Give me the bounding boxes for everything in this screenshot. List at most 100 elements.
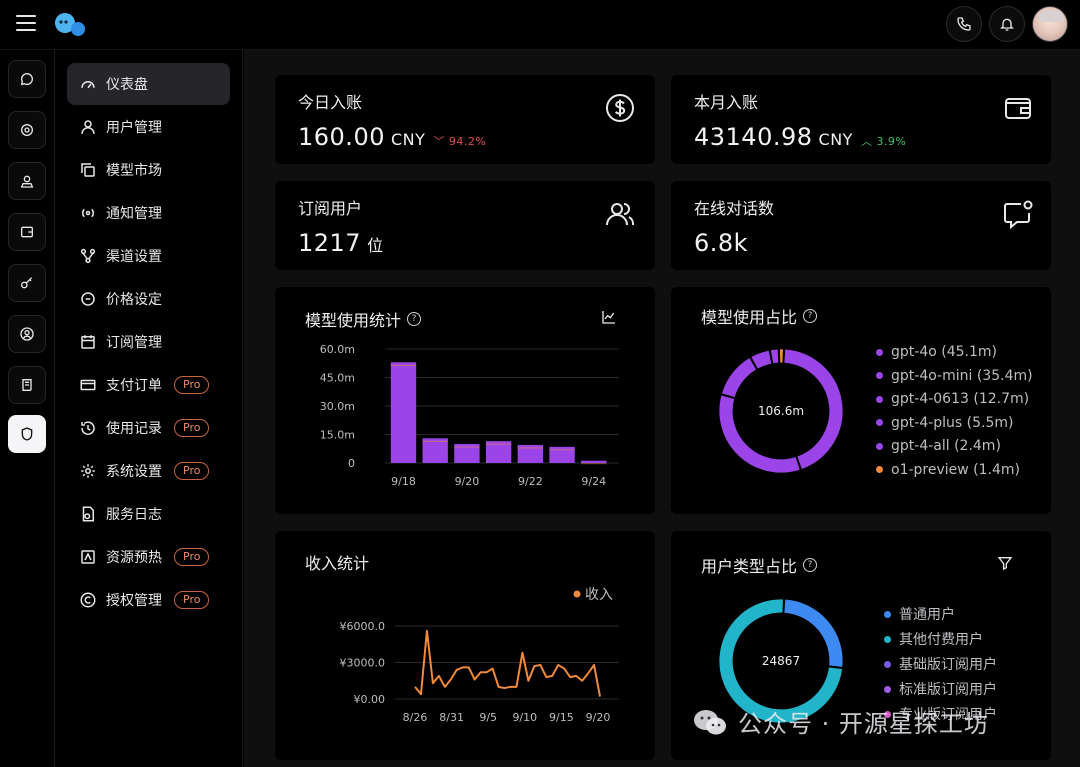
nav-item-usage-log[interactable]: 使用记录 Pro (67, 407, 230, 449)
legend-dot (876, 348, 883, 356)
rail-wallet-button[interactable] (8, 213, 46, 251)
x-tick-label: 9/20 (455, 475, 480, 488)
bar[interactable] (517, 444, 544, 463)
bar[interactable] (454, 444, 480, 463)
legend-dot (876, 442, 883, 450)
legend-label: 其他付费用户 (899, 632, 983, 648)
user-type-card: 用户类型占比 ? 24867 普通用户其他付费用户基础版订阅用户 标准版订阅用户专… (671, 531, 1051, 760)
nav-item-label: 模型市场 (106, 163, 162, 179)
nav-item-subscriptions[interactable]: 订阅管理 (67, 321, 230, 363)
help-icon[interactable]: ? (803, 309, 818, 323)
x-tick-label: 9/20 (586, 711, 611, 724)
nav-item-channels[interactable]: 渠道设置 (67, 235, 230, 277)
legend-label: gpt-4o (45.1m) (891, 344, 997, 360)
bar[interactable] (485, 441, 512, 463)
stat-title: 本月入账 (694, 93, 759, 112)
card-title-text: 模型使用统计 (305, 311, 402, 330)
nav-item-label: 服务日志 (106, 507, 162, 523)
nav-item-system-settings[interactable]: 系统设置 Pro (67, 450, 230, 492)
legend-label: o1-preview (1.4m) (891, 461, 1020, 478)
rail-shield-button[interactable] (8, 415, 46, 453)
legend-label: 专业版订阅用户 (899, 707, 997, 723)
rail-key-button[interactable] (8, 264, 46, 302)
legend-dot (884, 660, 891, 668)
bar[interactable] (390, 362, 417, 463)
rail-chat-button[interactable] (8, 60, 46, 98)
help-icon[interactable]: ? (803, 558, 818, 572)
donut-slice[interactable] (779, 348, 784, 364)
bar[interactable] (549, 446, 575, 463)
legend-item[interactable]: 其他付费用户 (884, 629, 983, 649)
legend-dot (876, 419, 883, 426)
nav-item-users[interactable]: 用户管理 (67, 106, 230, 148)
donut-slice[interactable] (718, 394, 801, 474)
watermark: 公众号 · 开源星探工坊 (692, 704, 989, 739)
card-icon (78, 375, 98, 395)
nav-item-dashboard[interactable]: 仪表盘 (67, 63, 230, 105)
nav-item-label: 使用记录 (106, 421, 162, 437)
donut-slice[interactable] (783, 348, 844, 470)
x-tick-label: 9/15 (549, 711, 574, 724)
legend-item[interactable]: gpt-4-plus (5.5m) (876, 415, 1014, 431)
nav-item-service-log[interactable]: 服务日志 (67, 493, 230, 535)
legend-dot (884, 685, 891, 693)
rail-settings-button[interactable] (8, 111, 46, 149)
bar[interactable] (422, 438, 448, 463)
phone-button[interactable] (946, 6, 982, 42)
stat-value: 43140.98 CNY ︿ 3.9% (694, 123, 906, 151)
user-avatar[interactable] (1032, 6, 1068, 42)
legend-item[interactable]: 普通用户 (884, 604, 955, 624)
legend-label: gpt-4-plus (5.5m) (891, 414, 1014, 431)
donut-center-label: 106.6m (758, 404, 804, 418)
history-icon (78, 418, 98, 438)
nav-item-license[interactable]: 授权管理 Pro (67, 579, 230, 621)
phone-icon (957, 17, 971, 31)
legend-item[interactable]: 标准版订阅用户 (884, 679, 997, 699)
pro-badge: Pro (174, 462, 210, 480)
card-title-text: 用户类型占比 (701, 557, 798, 576)
rail-user-button[interactable] (8, 162, 46, 200)
legend-item[interactable]: gpt-4-0613 (12.7m) (876, 391, 1029, 407)
rail-profile-button[interactable] (8, 315, 46, 353)
model-usage-bar-chart: 0 15.0m 30.0m 45.0m 60.0m 9/18 9/20 9/22 9/24 (320, 343, 619, 488)
donut-slice[interactable] (750, 349, 773, 370)
donut-slice[interactable] (783, 598, 844, 668)
legend-dot (876, 372, 883, 379)
nav-item-pricing[interactable]: 价格设定 (67, 278, 230, 320)
gauge-icon (78, 74, 98, 94)
nav-item-label: 用户管理 (106, 120, 162, 136)
bar[interactable] (581, 460, 607, 463)
line-chart-icon[interactable] (601, 309, 617, 325)
legend-item[interactable]: 基础版订阅用户 (884, 654, 997, 674)
legend-item[interactable]: 专业版订阅用户 (884, 704, 997, 724)
legend-item[interactable]: gpt-4o-mini (35.4m) (876, 368, 1033, 384)
menu-icon[interactable] (16, 15, 36, 33)
x-tick-label: 9/10 (512, 711, 537, 724)
stat-card-subscribers: 订阅用户 1217 位 (275, 181, 655, 270)
chat-bubbles-logo[interactable] (52, 11, 88, 39)
rail-docs-button[interactable] (8, 366, 46, 404)
help-icon[interactable]: ? (407, 312, 422, 326)
nav-item-resource-warmup[interactable]: 资源预热 Pro (67, 536, 230, 578)
legend-label: gpt-4o-mini (35.4m) (891, 367, 1033, 384)
user-type-donut-chart: 24867 (718, 598, 844, 724)
model-share-card: 模型使用占比 ? 106.6m gpt-4o (45.1m) gpt-4o-min… (671, 287, 1051, 514)
donut-slice[interactable] (720, 357, 758, 399)
y-tick-label: 45.0m (320, 372, 355, 385)
nav-item-label: 仪表盘 (106, 77, 148, 93)
series-line[interactable] (414, 629, 601, 697)
gear-icon (78, 461, 98, 481)
nav-item-model-market[interactable]: 模型市场 (67, 149, 230, 191)
legend-item[interactable]: gpt-4o (45.1m) (876, 344, 997, 360)
nav-item-notifications[interactable]: 通知管理 (67, 192, 230, 234)
legend-item[interactable]: gpt-4-all (2.4m) (876, 438, 1001, 454)
chevron-up-icon: ︿ (860, 135, 873, 148)
notification-button[interactable] (989, 6, 1025, 42)
filter-icon[interactable] (997, 555, 1013, 571)
stat-number: 43140.98 (694, 123, 813, 151)
donut-slice[interactable] (769, 348, 780, 365)
donut-slice[interactable] (718, 598, 843, 724)
nav-item-orders[interactable]: 支付订单 Pro (67, 364, 230, 406)
legend-item[interactable]: o1-preview (1.4m) (876, 462, 1020, 478)
user-circle-icon (20, 327, 34, 341)
